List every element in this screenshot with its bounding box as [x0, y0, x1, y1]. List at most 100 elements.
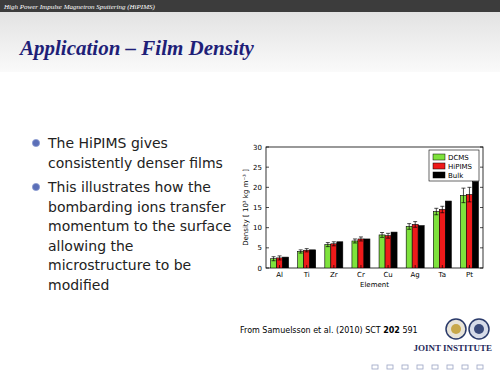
x-tick — [333, 265, 334, 268]
caption-volume: 202 — [383, 326, 400, 335]
y-tick — [480, 167, 483, 168]
error-line — [333, 242, 334, 246]
bar — [460, 195, 466, 268]
header-band — [0, 0, 500, 12]
x-tick-label: Pt — [466, 271, 473, 279]
bar — [298, 251, 304, 268]
x-tick-label: Cr — [357, 271, 365, 279]
header-text: High Power Impulse Magnetron Sputtering … — [3, 3, 155, 11]
error-cap — [467, 201, 471, 202]
legend-label: DCMS — [448, 154, 469, 162]
error-bar — [467, 187, 471, 202]
y-tick-label: 20 — [253, 184, 262, 192]
error-cap — [461, 202, 465, 203]
error-cap — [332, 245, 336, 246]
error-bar — [272, 257, 276, 261]
error-cap — [359, 236, 363, 237]
x-tick-label: Zr — [330, 271, 338, 279]
bullet-text: consistently denser films — [48, 155, 223, 171]
bullet-text: modified — [48, 277, 109, 293]
legend-swatch — [433, 172, 445, 178]
nav-symbol — [447, 365, 453, 369]
error-bar — [332, 242, 336, 246]
error-line — [300, 250, 301, 253]
x-tick — [469, 265, 470, 268]
x-tick-label: Al — [276, 271, 283, 279]
bar — [406, 226, 412, 268]
legend-box — [429, 150, 479, 181]
error-bar — [299, 250, 303, 253]
error-line — [279, 256, 280, 260]
error-cap — [278, 255, 282, 256]
logo-inner — [451, 324, 461, 334]
y-tick — [480, 187, 483, 188]
error-bar — [278, 256, 282, 260]
error-bar — [353, 239, 357, 243]
x-tick — [279, 265, 280, 268]
error-cap — [299, 249, 303, 250]
logo — [446, 319, 466, 339]
slide-title: Application – Film Density — [18, 36, 255, 60]
nav-symbol — [402, 365, 408, 369]
error-cap — [326, 246, 330, 247]
bar — [466, 195, 472, 268]
x-tick — [415, 265, 416, 268]
error-line — [382, 233, 383, 238]
error-bar — [386, 233, 390, 238]
error-cap — [413, 221, 417, 222]
bar — [310, 250, 316, 268]
bar — [391, 232, 397, 268]
y-tick — [480, 147, 483, 148]
error-line — [360, 237, 361, 241]
nav-symbol — [417, 365, 423, 369]
error-cap — [380, 237, 384, 238]
error-line — [463, 188, 464, 203]
nav-symbol — [477, 365, 483, 369]
error-cap — [407, 223, 411, 224]
error-bar — [407, 224, 411, 230]
bar — [325, 245, 331, 268]
bar — [304, 250, 310, 268]
y-tick — [266, 187, 269, 188]
error-bar — [380, 233, 384, 238]
legend-label: Bulk — [448, 172, 464, 180]
x-tick-label: Ta — [438, 271, 446, 279]
bar — [472, 182, 478, 268]
error-line — [388, 233, 389, 238]
legend-swatch — [433, 163, 445, 169]
error-bar — [413, 222, 417, 228]
bar — [385, 236, 391, 268]
caption-text: From Samuelsson et al. (2010) SCT — [240, 326, 381, 335]
bar — [352, 241, 358, 268]
bullet-text: momentum to the surface — [48, 218, 231, 234]
nav-symbol — [462, 365, 468, 369]
bullet-text: bombarding ions transfer — [48, 199, 226, 215]
bar — [445, 201, 451, 268]
y-tick — [266, 207, 269, 208]
error-bar — [434, 208, 438, 214]
legend-label: HiPIMS — [448, 163, 473, 171]
error-cap — [440, 212, 444, 213]
error-bar — [461, 188, 465, 203]
title-band — [0, 0, 500, 72]
error-cap — [272, 260, 276, 261]
y-tick — [480, 247, 483, 248]
bar — [283, 257, 289, 268]
error-cap — [380, 232, 384, 233]
x-tick — [306, 265, 307, 268]
error-cap — [332, 241, 336, 242]
y-axis-label: Density [ 10³ kg m⁻³ ] — [242, 169, 250, 246]
y-tick-label: 15 — [253, 204, 262, 212]
error-cap — [353, 242, 357, 243]
error-line — [273, 257, 274, 261]
y-tick — [266, 167, 269, 168]
y-tick — [480, 227, 483, 228]
nav-symbol — [372, 365, 378, 369]
bar — [412, 224, 418, 268]
error-cap — [326, 242, 330, 243]
bullet-icon — [32, 183, 39, 190]
error-cap — [386, 238, 390, 239]
bullet-text: The HiPIMS gives — [47, 135, 168, 151]
error-line — [409, 224, 410, 230]
y-tick — [266, 268, 269, 269]
